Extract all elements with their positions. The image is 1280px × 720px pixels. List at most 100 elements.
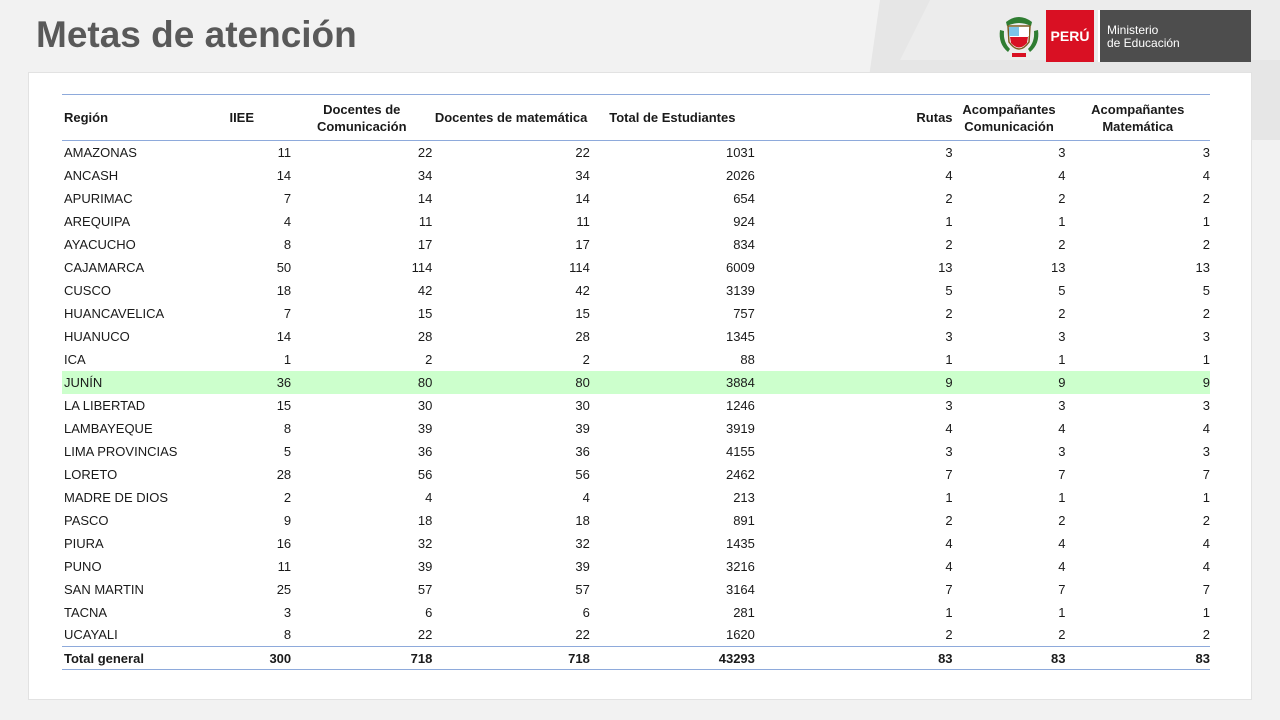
cell-rutas: 2 bbox=[945, 305, 953, 321]
cell-acomp-com: 4 bbox=[1058, 558, 1066, 574]
cell-rutas: 2 bbox=[945, 512, 953, 528]
cell-doc-com: 28 bbox=[417, 328, 433, 344]
cell-total-est: 891 bbox=[733, 512, 755, 528]
cell-rutas: 4 bbox=[945, 535, 953, 551]
cell-total-est: 3884 bbox=[589, 370, 755, 394]
cell-acomp-com: 3 bbox=[1058, 328, 1066, 344]
cell-total-est: 924 bbox=[733, 213, 755, 229]
logo-divider bbox=[1098, 10, 1100, 62]
table-row: LA LIBERTAD 15 30 30 1246 3 3 3 bbox=[62, 394, 1210, 417]
cell-rutas: 1 bbox=[945, 351, 953, 367]
cell-iiee: 8 bbox=[283, 236, 292, 252]
cell-doc-mat: 56 bbox=[575, 466, 590, 482]
cell-doc-mat: 80 bbox=[432, 370, 590, 394]
cell-rutas: 7 bbox=[945, 466, 953, 482]
cell-total-est: 834 bbox=[733, 236, 755, 252]
cell-iiee: 7 bbox=[283, 305, 292, 321]
cell-total-est: 1246 bbox=[725, 397, 755, 413]
cell-iiee: 25 bbox=[276, 581, 292, 597]
cell-iiee: 7 bbox=[283, 190, 292, 206]
total-iiee: 300 bbox=[192, 646, 292, 670]
cell-region: PUNO bbox=[64, 558, 102, 574]
cell-acomp-com: 4 bbox=[1058, 535, 1066, 551]
cell-doc-mat: 18 bbox=[575, 512, 590, 528]
table-row: LIMA PROVINCIAS 5 36 36 4155 3 3 3 bbox=[62, 440, 1210, 463]
table-row: ANCASH 14 34 34 2026 4 4 4 bbox=[62, 164, 1210, 187]
cell-acomp-com: 13 bbox=[1051, 259, 1066, 275]
cell-doc-mat: 15 bbox=[575, 305, 590, 321]
cell-total-est: 1620 bbox=[725, 627, 755, 643]
cell-acomp-com: 2 bbox=[1058, 627, 1066, 643]
cell-region: LA LIBERTAD bbox=[64, 397, 146, 413]
table-row: AREQUIPA 4 11 11 924 1 1 1 bbox=[62, 210, 1210, 233]
cell-acomp-mat: 3 bbox=[1202, 328, 1210, 344]
cell-acomp-com: 3 bbox=[1058, 443, 1066, 459]
header-acompanantes-matematica: Acompañantes Matemática bbox=[1065, 94, 1210, 141]
cell-region: AYACUCHO bbox=[64, 236, 136, 252]
cell-region: TACNA bbox=[64, 604, 108, 620]
cell-acomp-mat: 1 bbox=[1202, 351, 1210, 367]
cell-total-est: 3164 bbox=[725, 581, 755, 597]
cell-rutas: 7 bbox=[945, 581, 953, 597]
cell-total-est: 4155 bbox=[725, 443, 755, 459]
header-region: Región bbox=[62, 94, 193, 141]
cell-total-est: 6009 bbox=[725, 259, 755, 275]
cell-total-est: 3919 bbox=[725, 420, 755, 436]
cell-doc-mat: 6 bbox=[582, 604, 590, 620]
cell-rutas: 1 bbox=[945, 604, 953, 620]
cell-iiee: 3 bbox=[283, 604, 292, 620]
cell-doc-com: 34 bbox=[417, 167, 433, 183]
header-acompanantes-comunicacion: Acompañantes Comunicación bbox=[952, 94, 1066, 141]
cell-doc-com: 17 bbox=[417, 236, 433, 252]
cell-region: ICA bbox=[64, 351, 86, 367]
table-row: AYACUCHO 8 17 17 834 2 2 2 bbox=[62, 233, 1210, 256]
cell-rutas: 9 bbox=[754, 370, 953, 394]
cell-iiee: 2 bbox=[283, 489, 292, 505]
cell-acomp-com: 7 bbox=[1058, 581, 1066, 597]
cell-iiee: 36 bbox=[192, 370, 292, 394]
cell-region: SAN MARTIN bbox=[64, 581, 144, 597]
table-row: JUNÍN 36 80 80 3884 9 9 9 bbox=[62, 370, 1210, 394]
cell-doc-mat: 14 bbox=[575, 190, 590, 206]
cell-acomp-mat: 13 bbox=[1195, 259, 1210, 275]
table-row: MADRE DE DIOS 2 4 4 213 1 1 1 bbox=[62, 486, 1210, 509]
cell-rutas: 3 bbox=[945, 443, 953, 459]
cell-iiee: 16 bbox=[276, 535, 292, 551]
cell-acomp-mat: 3 bbox=[1202, 397, 1210, 413]
cell-acomp-com: 1 bbox=[1058, 351, 1066, 367]
cell-rutas: 2 bbox=[945, 190, 953, 206]
cell-total-est: 1435 bbox=[725, 535, 755, 551]
cell-doc-com: 42 bbox=[417, 282, 433, 298]
cell-rutas: 2 bbox=[945, 236, 953, 252]
total-acompanantes-matematica: 83 bbox=[1065, 646, 1210, 670]
cell-doc-com: 36 bbox=[417, 443, 433, 459]
table-row: CUSCO 18 42 42 3139 5 5 5 bbox=[62, 279, 1210, 302]
table-row: HUANCAVELICA 7 15 15 757 2 2 2 bbox=[62, 302, 1210, 325]
cell-total-est: 1031 bbox=[725, 144, 755, 160]
cell-rutas: 1 bbox=[945, 489, 953, 505]
cell-doc-com: 57 bbox=[417, 581, 433, 597]
cell-acomp-com: 3 bbox=[1058, 144, 1066, 160]
cell-iiee: 11 bbox=[277, 558, 292, 574]
cell-doc-com: 22 bbox=[417, 627, 433, 643]
cell-acomp-com: 4 bbox=[1058, 167, 1066, 183]
table-row: ICA 1 2 2 88 1 1 1 bbox=[62, 348, 1210, 371]
cell-acomp-mat: 4 bbox=[1202, 535, 1210, 551]
cell-rutas: 2 bbox=[945, 627, 953, 643]
cell-iiee: 14 bbox=[276, 328, 292, 344]
cell-region: APURIMAC bbox=[64, 190, 133, 206]
cell-acomp-mat: 4 bbox=[1202, 167, 1210, 183]
ministry-line-2: de Educación bbox=[1107, 36, 1180, 50]
cell-doc-mat: 57 bbox=[575, 581, 590, 597]
cell-doc-mat: 32 bbox=[575, 535, 590, 551]
cell-total-est: 1345 bbox=[725, 328, 755, 344]
cell-doc-mat: 42 bbox=[575, 282, 590, 298]
cell-region: CUSCO bbox=[64, 282, 111, 298]
cell-doc-com: 14 bbox=[417, 190, 433, 206]
cell-iiee: 8 bbox=[283, 627, 292, 643]
cell-region: LAMBAYEQUE bbox=[64, 420, 153, 436]
cell-rutas: 3 bbox=[945, 328, 953, 344]
header-docentes-comunicacion: Docentes de Comunicación bbox=[291, 94, 433, 141]
cell-doc-com: 11 bbox=[418, 213, 433, 229]
cell-iiee: 11 bbox=[277, 144, 292, 160]
